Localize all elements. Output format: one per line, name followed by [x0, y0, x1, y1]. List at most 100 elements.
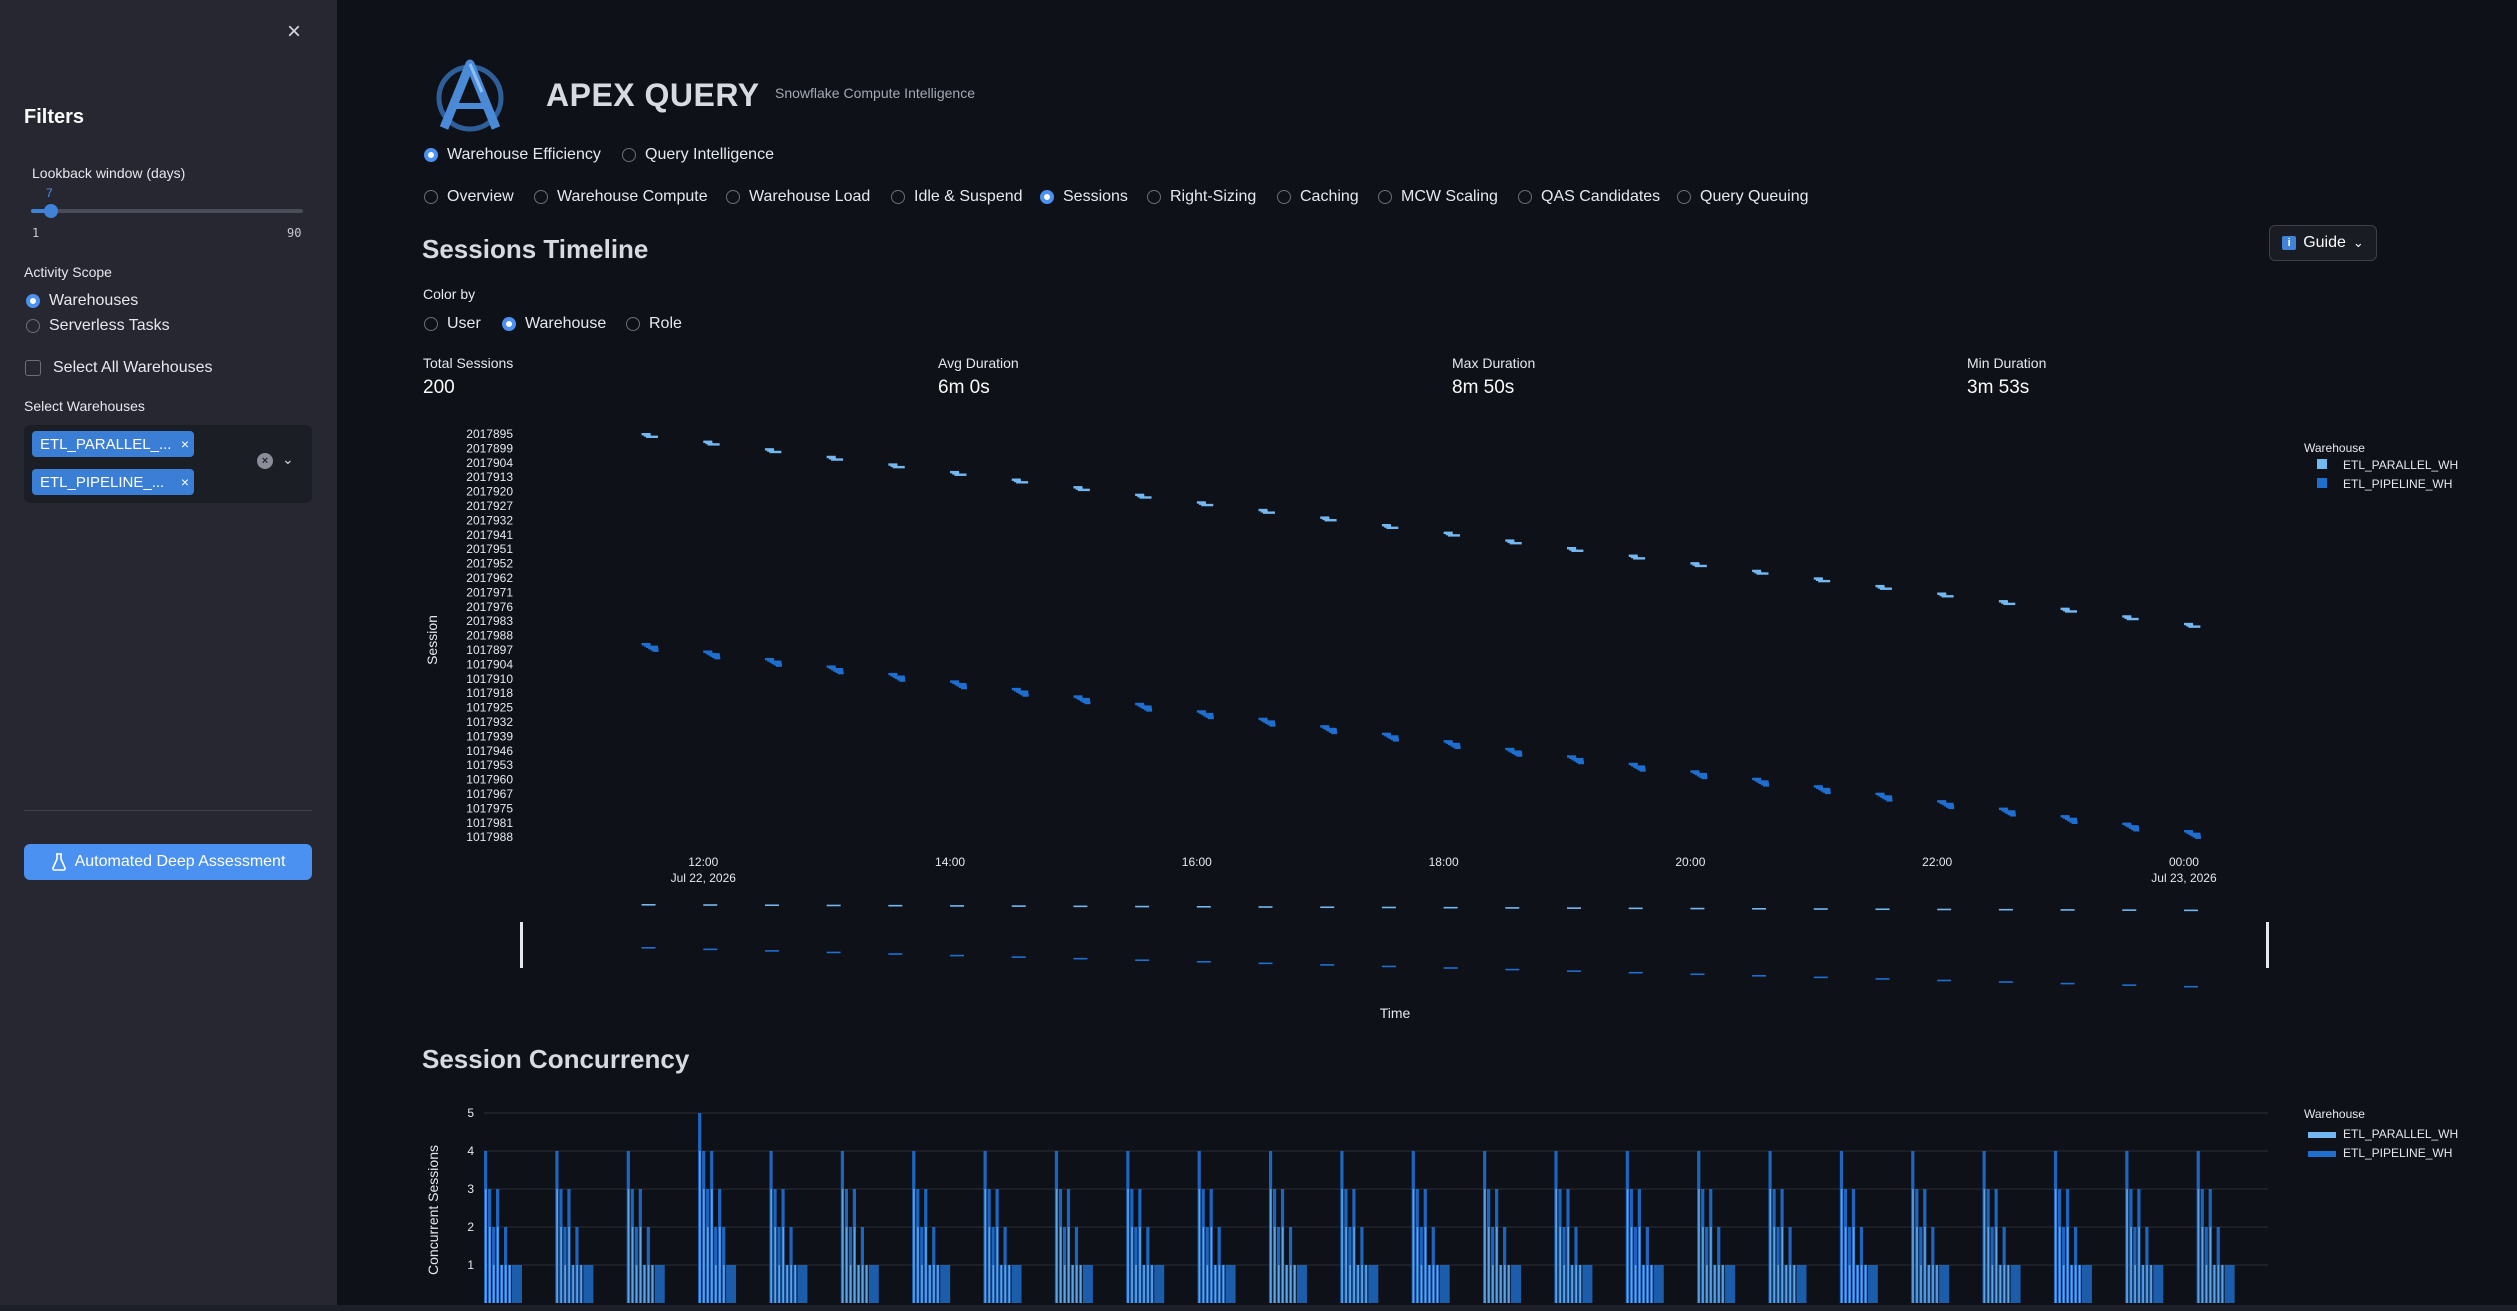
session-bar	[2183, 830, 2193, 833]
select-all-label: Select All Warehouses	[53, 359, 213, 376]
color-by-warehouse[interactable]: Warehouse	[502, 315, 606, 333]
session-bar	[1571, 757, 1584, 761]
concurrency-bar	[1432, 1265, 1435, 1303]
session-bar	[1452, 745, 1461, 748]
session-bar	[2062, 608, 2070, 612]
concurrency-bar	[2224, 1265, 2235, 1303]
lookback-slider-thumb[interactable]	[44, 204, 58, 218]
y-tick-label: 2017927	[466, 499, 513, 513]
concurrency-bar	[849, 1265, 852, 1303]
session-bar	[773, 663, 782, 666]
guide-button[interactable]: i Guide ⌄	[2269, 225, 2377, 261]
tab-idle-suspend[interactable]: Idle & Suspend	[891, 188, 1023, 206]
session-bar	[1941, 802, 1954, 806]
concurrency-bars	[484, 1113, 2235, 1303]
tab-caching[interactable]: Caching	[1277, 188, 1359, 206]
tab-qas-candidates[interactable]: QAS Candidates	[1518, 188, 1660, 206]
close-sidebar-icon[interactable]: ×	[286, 18, 301, 45]
concurrency-bar	[1131, 1227, 1133, 1303]
navigator-bar	[641, 947, 656, 949]
tab-sessions[interactable]: Sessions	[1040, 188, 1128, 206]
y-tick-label: 1017975	[466, 801, 513, 815]
concurrency-bar	[485, 1189, 487, 1303]
y-tick-label: 2017941	[466, 528, 513, 542]
session-bar	[1331, 731, 1338, 735]
session-bar	[1875, 584, 1885, 588]
metric-label: Max Duration	[1452, 355, 1536, 371]
color-by-user[interactable]: User	[424, 315, 481, 333]
session-bar	[1320, 725, 1330, 728]
session-bar	[1692, 771, 1700, 774]
concurrency-bar	[2138, 1227, 2140, 1303]
session-concurrency-chart[interactable]: 1 2 3 4 5 Concurrent Sessions Warehouse ETL_…	[420, 1095, 2460, 1305]
scope-radio-warehouses[interactable]: Warehouses	[26, 292, 138, 310]
tab-warehouse-load[interactable]: Warehouse Load	[726, 188, 870, 206]
remove-tag-icon[interactable]: ×	[180, 474, 190, 490]
concurrency-bar	[841, 1189, 844, 1303]
session-bar	[1694, 564, 1707, 568]
concurrency-bar	[1008, 1265, 1011, 1303]
session-bar	[1203, 714, 1214, 717]
tab-right-sizing[interactable]: Right-Sizing	[1147, 188, 1256, 206]
concurrency-bar	[786, 1265, 789, 1303]
tab-overview[interactable]: Overview	[424, 188, 514, 206]
session-bar	[1141, 706, 1152, 710]
session-bar	[1820, 789, 1831, 792]
y-tick-label: 2	[467, 1220, 474, 1234]
session-bar	[1567, 546, 1577, 550]
session-bar	[1137, 704, 1145, 707]
session-bar	[1752, 777, 1762, 781]
y-tick-label: 2017920	[466, 485, 513, 499]
session-bar	[1258, 717, 1268, 721]
concurrency-bar	[1349, 1265, 1351, 1303]
session-bar	[2192, 835, 2201, 838]
concurrency-bar	[1511, 1265, 1522, 1303]
session-bar	[1146, 709, 1153, 712]
apex-logo	[436, 59, 504, 132]
concurrency-bar	[651, 1265, 654, 1303]
color-by-role[interactable]: Role	[626, 315, 682, 333]
chevron-down-icon[interactable]: ⌄	[282, 451, 294, 467]
mode-tab-query-intelligence[interactable]: Query Intelligence	[622, 146, 774, 164]
session-bar	[950, 680, 960, 683]
warehouse-multiselect[interactable]: ETL_PARALLEL_... × ETL_PIPELINE_... × × …	[24, 425, 312, 503]
session-bar	[2128, 826, 2139, 829]
scope-radio-serverless-tasks[interactable]: Serverless Tasks	[26, 317, 170, 335]
metric-value: 8m 50s	[1452, 377, 1515, 398]
session-bar	[1818, 787, 1831, 791]
session-bar	[2131, 827, 2140, 831]
range-navigator[interactable]	[520, 904, 2269, 988]
navigator-bar	[950, 954, 965, 957]
navigator-bar	[888, 953, 903, 955]
concurrency-bar	[1626, 1189, 1629, 1303]
session-bar	[1073, 695, 1083, 698]
tab-warehouse-compute[interactable]: Warehouse Compute	[534, 188, 708, 206]
concurrency-bar	[1638, 1227, 1641, 1303]
remove-tag-icon[interactable]: ×	[180, 436, 190, 452]
metric-label: Avg Duration	[938, 355, 1019, 371]
concurrency-bar	[654, 1265, 665, 1303]
automated-deep-assessment-button[interactable]: Automated Deep Assessment	[24, 844, 312, 880]
tab-query-queuing[interactable]: Query Queuing	[1677, 188, 1809, 206]
y-tick-label: 2017895	[466, 427, 513, 441]
tab-mcw-scaling[interactable]: MCW Scaling	[1378, 188, 1498, 206]
radio-unselected-icon	[1677, 190, 1691, 204]
concurrency-bar	[1218, 1265, 1221, 1303]
navigator-bar	[1258, 962, 1273, 965]
lookback-max: 90	[287, 226, 302, 240]
clear-all-icon[interactable]: ×	[257, 453, 273, 469]
session-bar	[1514, 753, 1523, 756]
session-bar	[2064, 610, 2077, 613]
sessions-timeline-chart[interactable]: 2017895201789920179042017913201792020179…	[420, 420, 2460, 1030]
concurrency-bar	[2150, 1265, 2152, 1303]
concurrency-bar	[2078, 1265, 2081, 1303]
session-bar	[2186, 624, 2194, 627]
concurrency-bar	[782, 1227, 785, 1303]
lookback-slider-track[interactable]	[31, 209, 303, 213]
concurrency-bar	[1147, 1265, 1149, 1303]
concurrency-bar	[2146, 1265, 2148, 1303]
session-bar	[1635, 766, 1646, 770]
mode-tab-warehouse-efficiency[interactable]: Warehouse Efficiency	[424, 146, 601, 164]
x-axis-title: Time	[1380, 1005, 1411, 1021]
select-all-warehouses-checkbox[interactable]: Select All Warehouses	[25, 359, 212, 377]
